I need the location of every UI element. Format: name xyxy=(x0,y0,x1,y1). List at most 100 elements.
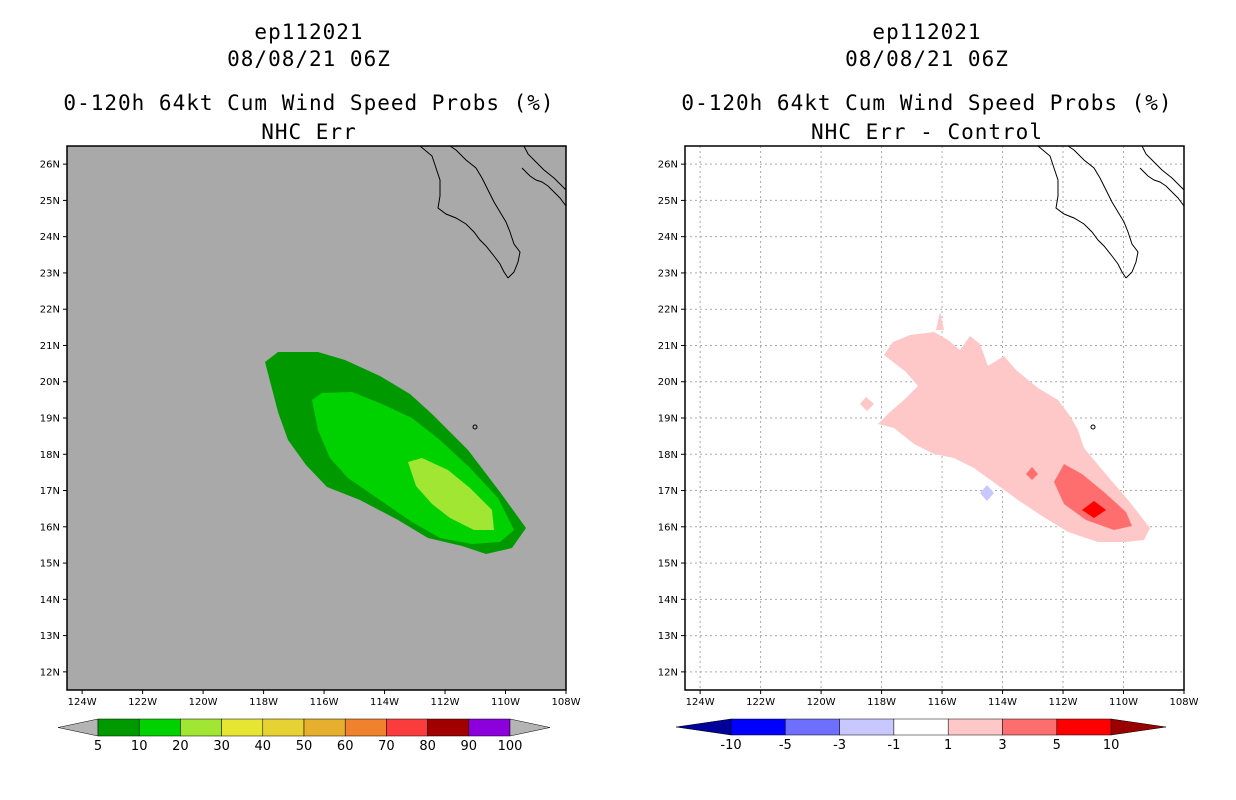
right-lat-label: 14N xyxy=(658,595,678,606)
left-colorbar-box xyxy=(468,718,511,737)
left-lon-label: 108W xyxy=(552,697,581,708)
right-lon-label: 114W xyxy=(988,697,1017,708)
left-colorbar-box xyxy=(303,718,346,737)
right-coastline-gulf xyxy=(1141,145,1185,191)
left-colorbar-label: 20 xyxy=(172,739,189,754)
right-lat-label: 21N xyxy=(658,341,678,352)
right-colorbar-box xyxy=(1002,718,1058,736)
right-colorbar-label: -5 xyxy=(779,738,792,753)
right-colorbar-label: 5 xyxy=(1053,738,1061,753)
left-lat-label: 13N xyxy=(40,631,60,642)
right-colorbar-label: -10 xyxy=(720,738,741,753)
left-colorbar-box xyxy=(180,718,222,737)
right-lon-label: 116W xyxy=(928,697,957,708)
right-colorbar-low-arrow xyxy=(675,718,732,736)
left-colorbar-label: 50 xyxy=(296,739,313,754)
left-lon-label: 112W xyxy=(431,697,460,708)
right-colorbar-high-arrow xyxy=(1110,718,1167,736)
left-colorbar-label: 30 xyxy=(213,739,230,754)
right-lon-label: 118W xyxy=(867,697,896,708)
right-lat-label: 23N xyxy=(658,268,678,279)
left-colorbar-label: 80 xyxy=(419,739,436,754)
right-diff-5-region xyxy=(1082,501,1106,518)
left-lat-axis: 26N 25N 24N 23N 22N 21N 20N 19N 18N 17N 16N 15N 14N 1… xyxy=(40,160,67,678)
right-colorbar-label: -3 xyxy=(833,738,846,753)
left-lon-label: 124W xyxy=(68,697,97,708)
left-lon-axis: 124W 122W 120W 118W 116W 114W 112W 110W 108W xyxy=(68,690,581,708)
left-lat-label: 16N xyxy=(40,522,60,533)
left-colorbar-label: 10 xyxy=(131,739,148,754)
left-storm-id: ep112021 xyxy=(254,20,364,44)
left-coastline-baja-east xyxy=(449,145,521,279)
right-lon-label: 110W xyxy=(1109,697,1138,708)
right-coastline-mainland xyxy=(1139,167,1185,207)
right-coastline xyxy=(1037,145,1185,430)
right-diff-1-spike xyxy=(936,312,944,330)
right-colorbar-box xyxy=(1056,718,1112,736)
left-colorbar-low-arrow xyxy=(57,718,99,737)
right-coastline-baja-west xyxy=(1037,145,1127,279)
right-diff-3-blob xyxy=(1026,467,1038,480)
right-panel: ep112021 08/08/21 06Z 0-120h 64kt Cum Wi… xyxy=(618,0,1236,800)
left-product-title: 0-120h 64kt Cum Wind Speed Probs (%) xyxy=(63,91,555,115)
right-island-marker xyxy=(1090,424,1096,430)
left-prob-contours xyxy=(265,352,526,554)
right-diff-neg-region xyxy=(980,485,994,501)
left-colorbar-box xyxy=(138,718,181,737)
right-diff-3-region xyxy=(1054,464,1132,530)
left-colorbar-label: 5 xyxy=(94,739,102,754)
right-colorbar-label: -1 xyxy=(887,738,900,753)
right-colorbar-label: 1 xyxy=(944,738,952,753)
left-prob-20-region xyxy=(408,458,494,530)
right-lat-label: 16N xyxy=(658,522,678,533)
left-panel: ep112021 08/08/21 06Z 0-120h 64kt Cum Wi… xyxy=(40,20,581,754)
left-colorbar-box xyxy=(97,718,140,737)
right-colorbar-label: 10 xyxy=(1103,738,1120,753)
right-lon-label: 120W xyxy=(807,697,836,708)
right-colorbar-box xyxy=(893,718,949,736)
right-lon-label: 122W xyxy=(746,697,775,708)
right-lat-label: 26N xyxy=(658,160,678,171)
left-lat-label: 26N xyxy=(40,160,60,171)
left-colorbar: 5 10 20 30 40 50 60 70 80 90 100 xyxy=(57,718,551,754)
right-lat-label: 19N xyxy=(658,414,678,425)
right-lat-label: 13N xyxy=(658,631,678,642)
right-lat-label: 12N xyxy=(658,667,678,678)
left-lat-label: 15N xyxy=(40,559,60,570)
right-lat-label: 25N xyxy=(658,196,678,207)
left-lat-label: 24N xyxy=(40,232,60,243)
right-colorbar-label: 3 xyxy=(998,738,1006,753)
right-coastline-baja-east xyxy=(1067,145,1139,279)
right-map-svg: 26N 25N 24N 23N 22N 21N 20N 19N 18N 17N 16N 15N 14N 1… xyxy=(658,145,1199,753)
left-lon-label: 110W xyxy=(491,697,520,708)
left-coastline xyxy=(419,145,567,430)
right-diff-contours xyxy=(860,312,1150,542)
right-product-title: 0-120h 64kt Cum Wind Speed Probs (%) xyxy=(681,91,1173,115)
left-colorbar-box xyxy=(262,718,305,737)
left-lat-label: 23N xyxy=(40,268,60,279)
left-colorbar-box xyxy=(386,718,428,737)
right-colorbar: -10 -5 -3 -1 1 3 5 10 xyxy=(675,718,1167,753)
right-colorbar-box xyxy=(785,718,840,736)
left-colorbar-high-arrow xyxy=(509,718,551,737)
right-colorbar-box xyxy=(730,718,786,736)
left-coastline-baja-west xyxy=(419,145,509,279)
left-map-svg: 26N 25N 24N 23N 22N 21N 20N 19N 18N 17N 16N 15N 14N 1… xyxy=(40,145,581,754)
left-lon-label: 120W xyxy=(189,697,218,708)
right-lat-axis: 26N 25N 24N 23N 22N 21N 20N 19N 18N 17N 16N 15N 14N 1… xyxy=(658,160,685,678)
right-colorbar-box xyxy=(947,718,1003,736)
left-lat-label: 18N xyxy=(40,450,60,461)
left-lon-label: 116W xyxy=(310,697,339,708)
right-lat-label: 18N xyxy=(658,450,678,461)
left-datetime: 08/08/21 06Z xyxy=(227,47,391,71)
left-lat-label: 19N xyxy=(40,414,60,425)
left-island-marker xyxy=(472,424,478,430)
right-subtitle: NHC Err - Control xyxy=(811,120,1043,144)
right-datetime: 08/08/21 06Z xyxy=(845,47,1009,71)
right-storm-id: ep112021 xyxy=(872,20,982,44)
left-colorbar-label: 60 xyxy=(337,739,354,754)
left-lat-label: 20N xyxy=(40,377,60,388)
left-lon-label: 118W xyxy=(249,697,278,708)
left-lat-label: 14N xyxy=(40,595,60,606)
right-lon-label: 124W xyxy=(686,697,715,708)
